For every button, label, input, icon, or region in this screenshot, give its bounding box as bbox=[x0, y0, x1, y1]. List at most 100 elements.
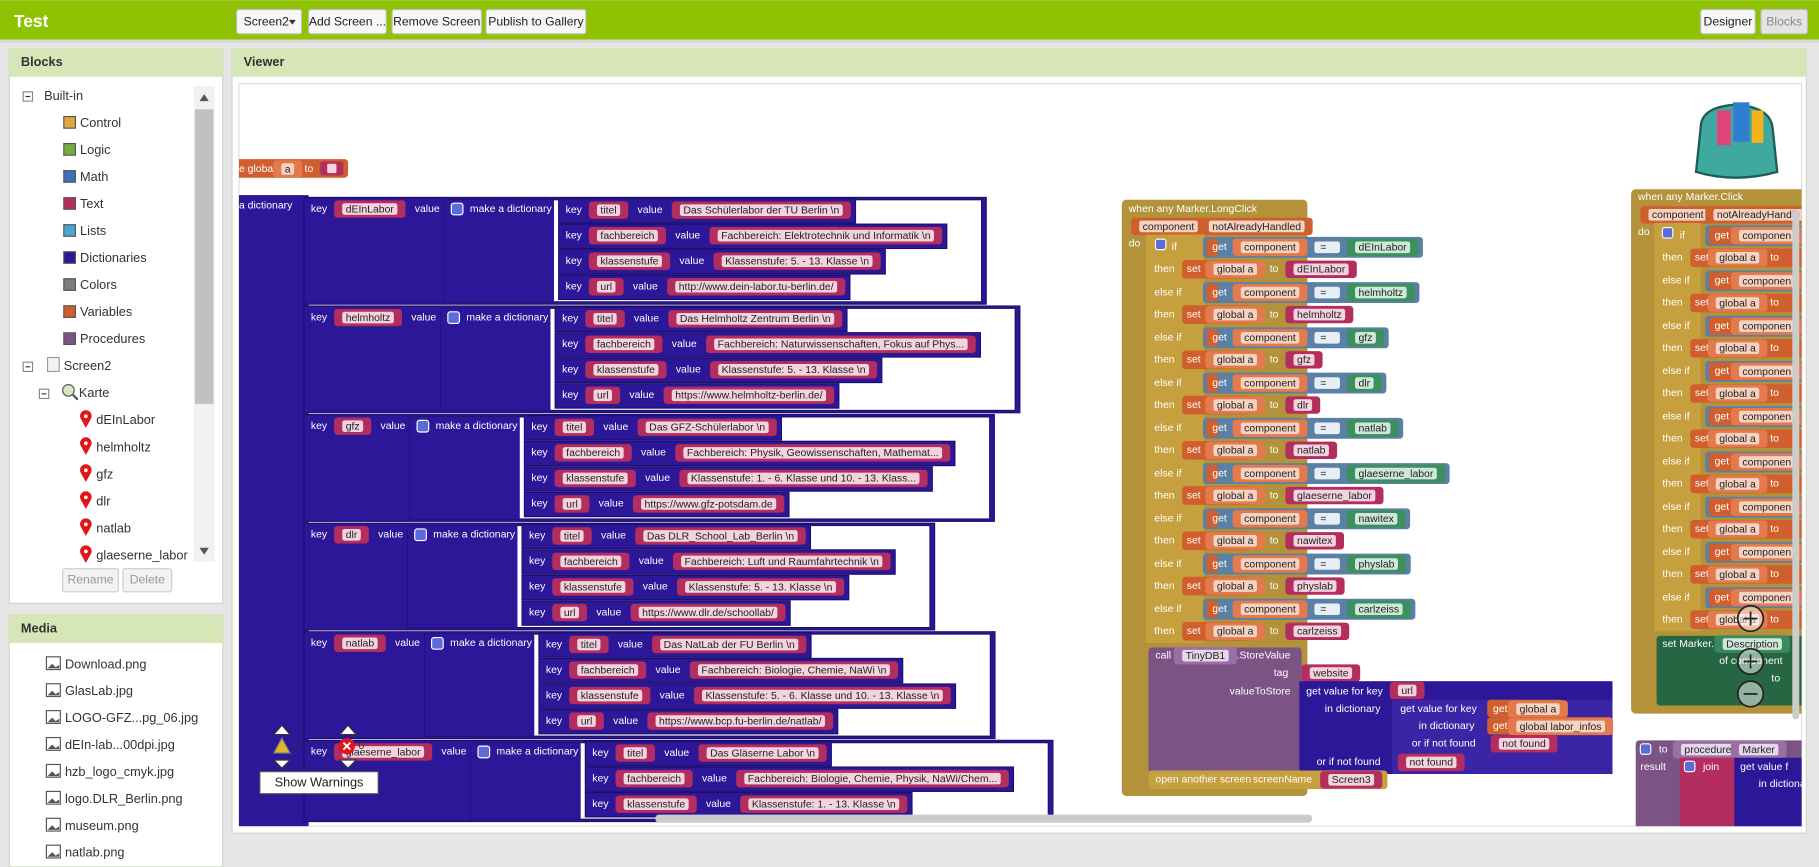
key-string: url bbox=[581, 716, 593, 727]
map-icon-handle bbox=[72, 394, 79, 401]
key-string-field bbox=[560, 530, 584, 542]
value-string-field bbox=[714, 338, 968, 351]
operator-field bbox=[1314, 603, 1340, 616]
show-warnings[interactable]: Show Warnings bbox=[275, 775, 364, 790]
value-string-field bbox=[638, 606, 778, 619]
tree-label[interactable]: glaeserne_labor bbox=[96, 547, 188, 562]
set-var-field bbox=[1213, 354, 1257, 366]
get-label: get bbox=[1212, 242, 1227, 253]
marker-icon bbox=[80, 464, 92, 482]
tree-label[interactable]: Karte bbox=[79, 385, 109, 400]
blocks-button-bg[interactable] bbox=[1760, 8, 1808, 35]
set-var-field bbox=[1213, 489, 1257, 502]
blocks-button[interactable]: Blocks bbox=[1766, 14, 1802, 28]
tree-label[interactable]: dlr bbox=[96, 493, 111, 508]
media-file[interactable]: Download.png bbox=[65, 656, 147, 671]
get-var: component bbox=[1244, 288, 1296, 299]
get-block bbox=[1206, 329, 1219, 347]
value-label: value bbox=[672, 339, 697, 350]
key-string: url bbox=[1401, 686, 1413, 697]
set-label: set bbox=[1187, 445, 1201, 456]
designer-button[interactable]: Designer bbox=[1704, 14, 1753, 28]
else-if-label: else if bbox=[1662, 502, 1689, 513]
get-label: get bbox=[1715, 502, 1730, 513]
media-file[interactable]: natlab.png bbox=[65, 845, 125, 860]
screen-dropdown-bg[interactable] bbox=[236, 8, 303, 35]
tree-button-bg[interactable] bbox=[122, 568, 173, 593]
media-file[interactable]: logo.DLR_Berlin.png bbox=[65, 791, 183, 806]
make-dictionary-side bbox=[444, 199, 555, 302]
screen-dropdown[interactable]: Screen2 bbox=[244, 14, 290, 28]
key-string: dlr bbox=[346, 530, 358, 541]
header-button-bg[interactable] bbox=[308, 8, 387, 35]
tree-label[interactable]: helmholtz bbox=[96, 439, 151, 454]
tree-label[interactable]: Math bbox=[80, 169, 108, 184]
value-label: value bbox=[381, 421, 406, 432]
tree-label[interactable]: Dictionaries bbox=[80, 250, 147, 265]
media-file[interactable]: hzb_logo_cmyk.jpg bbox=[65, 764, 174, 779]
tree-label[interactable]: natlab bbox=[96, 520, 131, 535]
tree-label[interactable]: Colors bbox=[80, 277, 117, 292]
media-file[interactable]: GlasLab.jpg bbox=[65, 683, 133, 698]
media-file[interactable]: LOGO-GFZ...pg_06.jpg bbox=[65, 710, 198, 725]
media-file[interactable]: dEIn-lab...00dpi.jpg bbox=[65, 737, 175, 752]
tree-label[interactable]: Built-in bbox=[44, 88, 83, 103]
value-string: Das Helmholtz Zentrum Berlin \n bbox=[680, 314, 831, 325]
key-label: key bbox=[531, 499, 548, 510]
marker-icon bbox=[80, 491, 92, 509]
header-button[interactable]: Add Screen ... bbox=[309, 14, 386, 28]
value-string-field bbox=[681, 555, 883, 568]
set-var: global a bbox=[1217, 581, 1254, 592]
value-string: Screen3 bbox=[1332, 775, 1371, 786]
event-param-field bbox=[1208, 220, 1305, 233]
tree-button[interactable]: Rename bbox=[67, 572, 113, 586]
header-button[interactable]: Remove Screen bbox=[393, 14, 480, 28]
key-string: url bbox=[600, 282, 612, 293]
value-label: value bbox=[596, 607, 621, 618]
media-file[interactable]: museum.png bbox=[65, 818, 139, 833]
get-var-field bbox=[1240, 241, 1300, 254]
tree-label[interactable]: Screen2 bbox=[64, 358, 112, 373]
to-label: to bbox=[1770, 569, 1779, 580]
show-warnings-bg[interactable] bbox=[259, 771, 379, 795]
tree-label[interactable]: Text bbox=[80, 196, 104, 211]
tree-label[interactable]: Procedures bbox=[80, 331, 145, 346]
tree-label[interactable]: Logic bbox=[80, 142, 111, 157]
header-button[interactable]: Publish to Gallery bbox=[488, 14, 584, 28]
key-string-field bbox=[593, 389, 613, 402]
v-scrollbar[interactable] bbox=[1792, 209, 1800, 720]
header-button-bg[interactable] bbox=[485, 8, 587, 35]
value-string-field bbox=[643, 530, 798, 542]
h-scrollbar[interactable] bbox=[655, 814, 1313, 823]
tree-button[interactable]: Delete bbox=[130, 572, 165, 586]
media-icon-art bbox=[47, 663, 60, 669]
operator-field bbox=[1314, 512, 1340, 525]
get-label: get bbox=[1212, 559, 1227, 570]
tree-scroll-thumb[interactable] bbox=[194, 109, 214, 404]
tree-button-bg[interactable] bbox=[62, 568, 119, 593]
header-button-bg[interactable] bbox=[391, 8, 483, 35]
value-string-field bbox=[1406, 756, 1457, 769]
tree-label[interactable]: Variables bbox=[80, 304, 132, 319]
value-string: Das Gläserne Labor \n bbox=[710, 748, 815, 759]
marker-icon bbox=[80, 545, 92, 563]
tree-label[interactable]: Control bbox=[80, 115, 121, 130]
operator-field bbox=[1314, 286, 1340, 299]
event-param-field bbox=[1648, 209, 1708, 221]
operator-field bbox=[1314, 467, 1340, 480]
key-label: key bbox=[562, 365, 579, 376]
to-label: to bbox=[1770, 388, 1779, 399]
key-string-field bbox=[577, 715, 596, 727]
value-label: value bbox=[706, 799, 731, 810]
set-var-field bbox=[1213, 625, 1257, 638]
then-label: then bbox=[1154, 355, 1175, 366]
designer-button-bg[interactable] bbox=[1700, 8, 1756, 35]
tree-label[interactable]: gfz bbox=[96, 466, 113, 481]
lookup-label: get value for key bbox=[1400, 704, 1477, 715]
get-var: global labor_infos bbox=[1520, 722, 1602, 733]
if-block bbox=[1654, 222, 1701, 632]
key-string-field bbox=[623, 798, 689, 810]
tree-label[interactable]: dEInLabor bbox=[96, 412, 156, 427]
get-var: componen bbox=[1742, 412, 1791, 423]
tree-label[interactable]: Lists bbox=[80, 223, 106, 238]
